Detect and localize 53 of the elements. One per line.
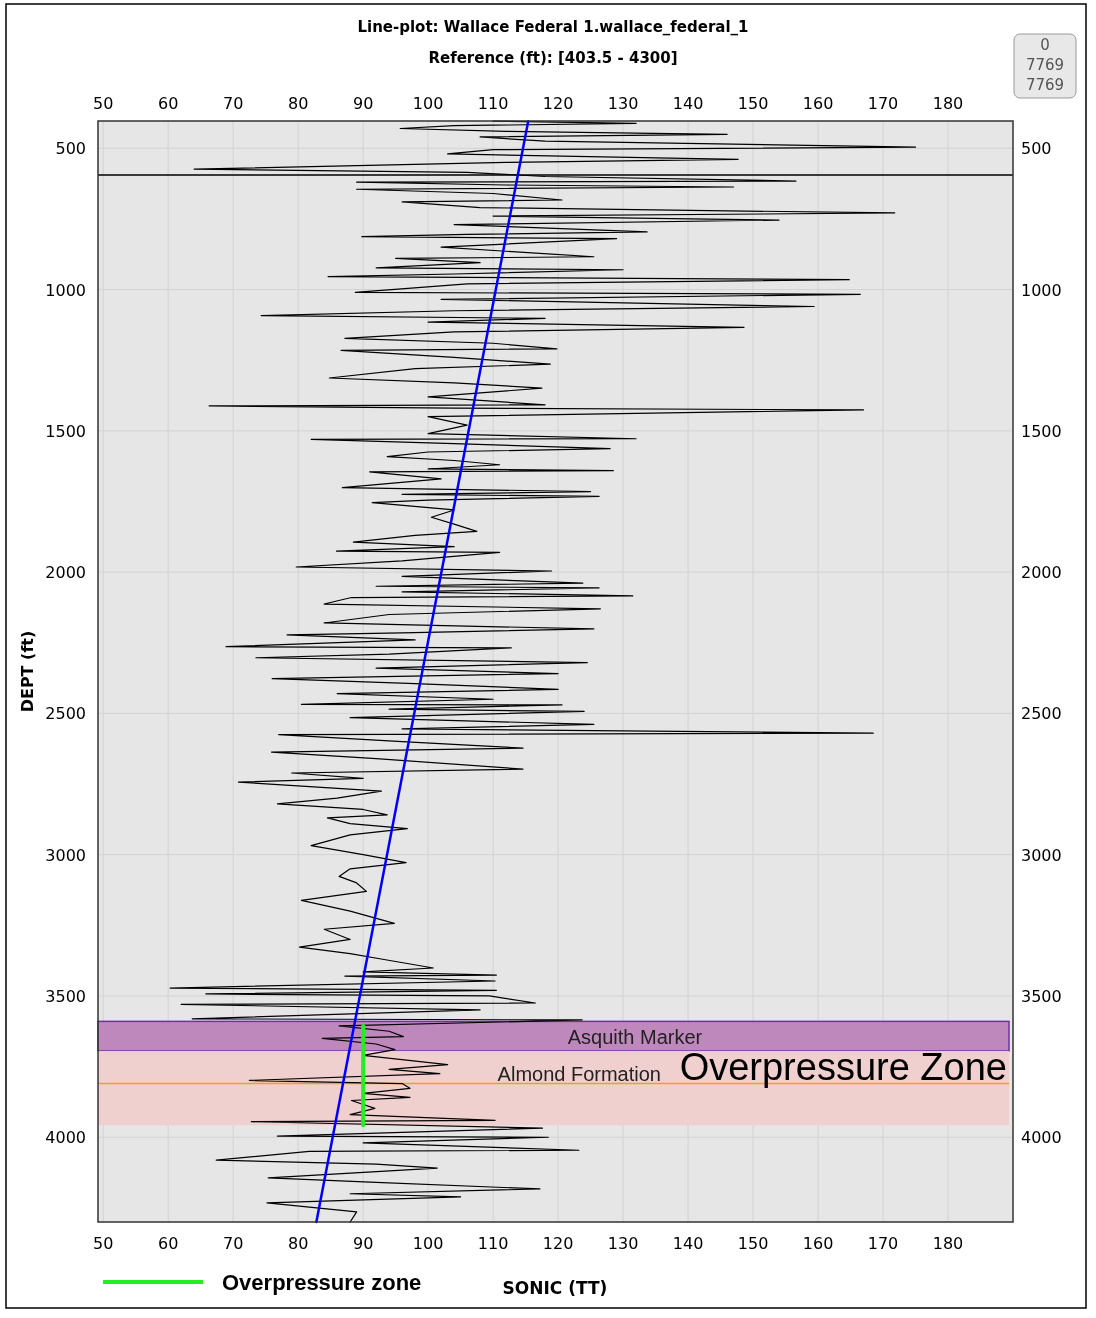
y2-tick-label: 3000 <box>1021 845 1062 865</box>
x2-tick-label: 150 <box>737 1234 769 1253</box>
x-tick-label: 60 <box>158 94 179 113</box>
x2-tick-label: 120 <box>542 1234 574 1253</box>
x-tick-label: 160 <box>802 94 834 113</box>
y2-tick-label: 1500 <box>1021 421 1062 441</box>
x-axis-title: SONIC (TT) <box>502 1278 608 1298</box>
x2-tick-label: 130 <box>607 1234 639 1253</box>
y-tick-label: 4000 <box>45 1128 86 1148</box>
counter-box: 0 7769 7769 <box>1013 33 1077 99</box>
y-tick-label: 1000 <box>45 280 86 300</box>
y-axis-title: DEPT (ft) <box>18 630 37 713</box>
y-tick-label: 3500 <box>45 986 86 1006</box>
x2-tick-label: 160 <box>802 1234 834 1253</box>
y-tick-label: 500 <box>55 139 86 159</box>
x2-tick-label: 90 <box>352 1234 374 1253</box>
y-tick-label: 2000 <box>45 563 86 583</box>
y2-tick-label: 4000 <box>1021 1128 1062 1148</box>
y-tick-label: 2500 <box>45 704 86 724</box>
x2-tick-label: 110 <box>477 1234 509 1253</box>
x-tick-label: 170 <box>867 94 899 113</box>
x-tick-label: 140 <box>672 94 704 113</box>
x-tick-label: 150 <box>737 94 769 113</box>
x-tick-label: 110 <box>477 94 509 113</box>
y2-tick-label: 2000 <box>1021 563 1062 583</box>
x2-tick-label: 70 <box>222 1234 244 1253</box>
chart-title: Line-plot: Wallace Federal 1.wallace_federal_1 <box>357 18 749 36</box>
x-tick-label: 100 <box>412 94 444 113</box>
x2-tick-label: 50 <box>93 1234 114 1253</box>
band-label: Asquith Marker <box>567 1026 703 1049</box>
ref-line-label: Almond Formation <box>497 1062 661 1085</box>
x2-tick-label: 180 <box>932 1234 964 1253</box>
chart-subtitle: Reference (ft): [403.5 - 4300] <box>428 49 678 67</box>
y-tick-label: 1500 <box>45 421 86 441</box>
x-tick-label: 70 <box>222 94 244 113</box>
x2-tick-label: 140 <box>672 1234 704 1253</box>
band-label: Overpressure Zone <box>679 1046 1007 1089</box>
x-tick-label: 180 <box>932 94 964 113</box>
x-tick-label: 80 <box>287 94 309 113</box>
y2-tick-label: 500 <box>1021 139 1052 159</box>
x-tick-label: 50 <box>93 94 114 113</box>
x-tick-label: 130 <box>607 94 639 113</box>
x-tick-label: 120 <box>542 94 574 113</box>
x2-tick-label: 170 <box>867 1234 899 1253</box>
x2-tick-label: 100 <box>412 1234 444 1253</box>
y-tick-label: 3000 <box>45 845 86 865</box>
legend-label: Overpressure zone <box>222 1270 422 1295</box>
y2-tick-label: 2500 <box>1021 704 1062 724</box>
y2-tick-label: 3500 <box>1021 986 1062 1006</box>
x2-tick-label: 80 <box>287 1234 309 1253</box>
x-tick-label: 90 <box>352 94 374 113</box>
x2-tick-label: 60 <box>158 1234 179 1253</box>
y2-tick-label: 1000 <box>1021 280 1062 300</box>
